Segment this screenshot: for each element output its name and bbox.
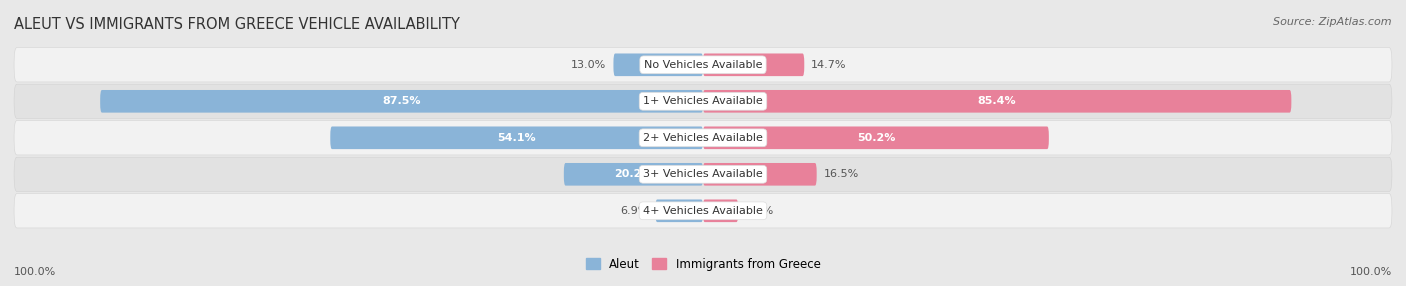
Text: 5.1%: 5.1%	[745, 206, 773, 216]
Text: 16.5%: 16.5%	[824, 169, 859, 179]
FancyBboxPatch shape	[14, 84, 1392, 118]
Text: ALEUT VS IMMIGRANTS FROM GREECE VEHICLE AVAILABILITY: ALEUT VS IMMIGRANTS FROM GREECE VEHICLE …	[14, 17, 460, 32]
FancyBboxPatch shape	[703, 163, 817, 186]
Text: 54.1%: 54.1%	[498, 133, 536, 143]
Text: No Vehicles Available: No Vehicles Available	[644, 60, 762, 70]
FancyBboxPatch shape	[703, 53, 804, 76]
Text: 3+ Vehicles Available: 3+ Vehicles Available	[643, 169, 763, 179]
Text: 87.5%: 87.5%	[382, 96, 420, 106]
Text: 100.0%: 100.0%	[1350, 267, 1392, 277]
Text: 2+ Vehicles Available: 2+ Vehicles Available	[643, 133, 763, 143]
Text: 4+ Vehicles Available: 4+ Vehicles Available	[643, 206, 763, 216]
Legend: Aleut, Immigrants from Greece: Aleut, Immigrants from Greece	[586, 258, 820, 271]
Text: 20.2%: 20.2%	[614, 169, 652, 179]
FancyBboxPatch shape	[14, 48, 1392, 82]
Text: 100.0%: 100.0%	[14, 267, 56, 277]
FancyBboxPatch shape	[14, 121, 1392, 155]
FancyBboxPatch shape	[703, 90, 1291, 113]
FancyBboxPatch shape	[703, 199, 738, 222]
FancyBboxPatch shape	[613, 53, 703, 76]
FancyBboxPatch shape	[564, 163, 703, 186]
Text: 1+ Vehicles Available: 1+ Vehicles Available	[643, 96, 763, 106]
FancyBboxPatch shape	[330, 126, 703, 149]
Text: 6.9%: 6.9%	[620, 206, 648, 216]
Text: Source: ZipAtlas.com: Source: ZipAtlas.com	[1274, 17, 1392, 27]
Text: 14.7%: 14.7%	[811, 60, 846, 70]
Text: 85.4%: 85.4%	[977, 96, 1017, 106]
FancyBboxPatch shape	[100, 90, 703, 113]
FancyBboxPatch shape	[655, 199, 703, 222]
Text: 13.0%: 13.0%	[571, 60, 606, 70]
Text: 50.2%: 50.2%	[856, 133, 896, 143]
FancyBboxPatch shape	[14, 157, 1392, 191]
FancyBboxPatch shape	[703, 126, 1049, 149]
FancyBboxPatch shape	[14, 194, 1392, 228]
